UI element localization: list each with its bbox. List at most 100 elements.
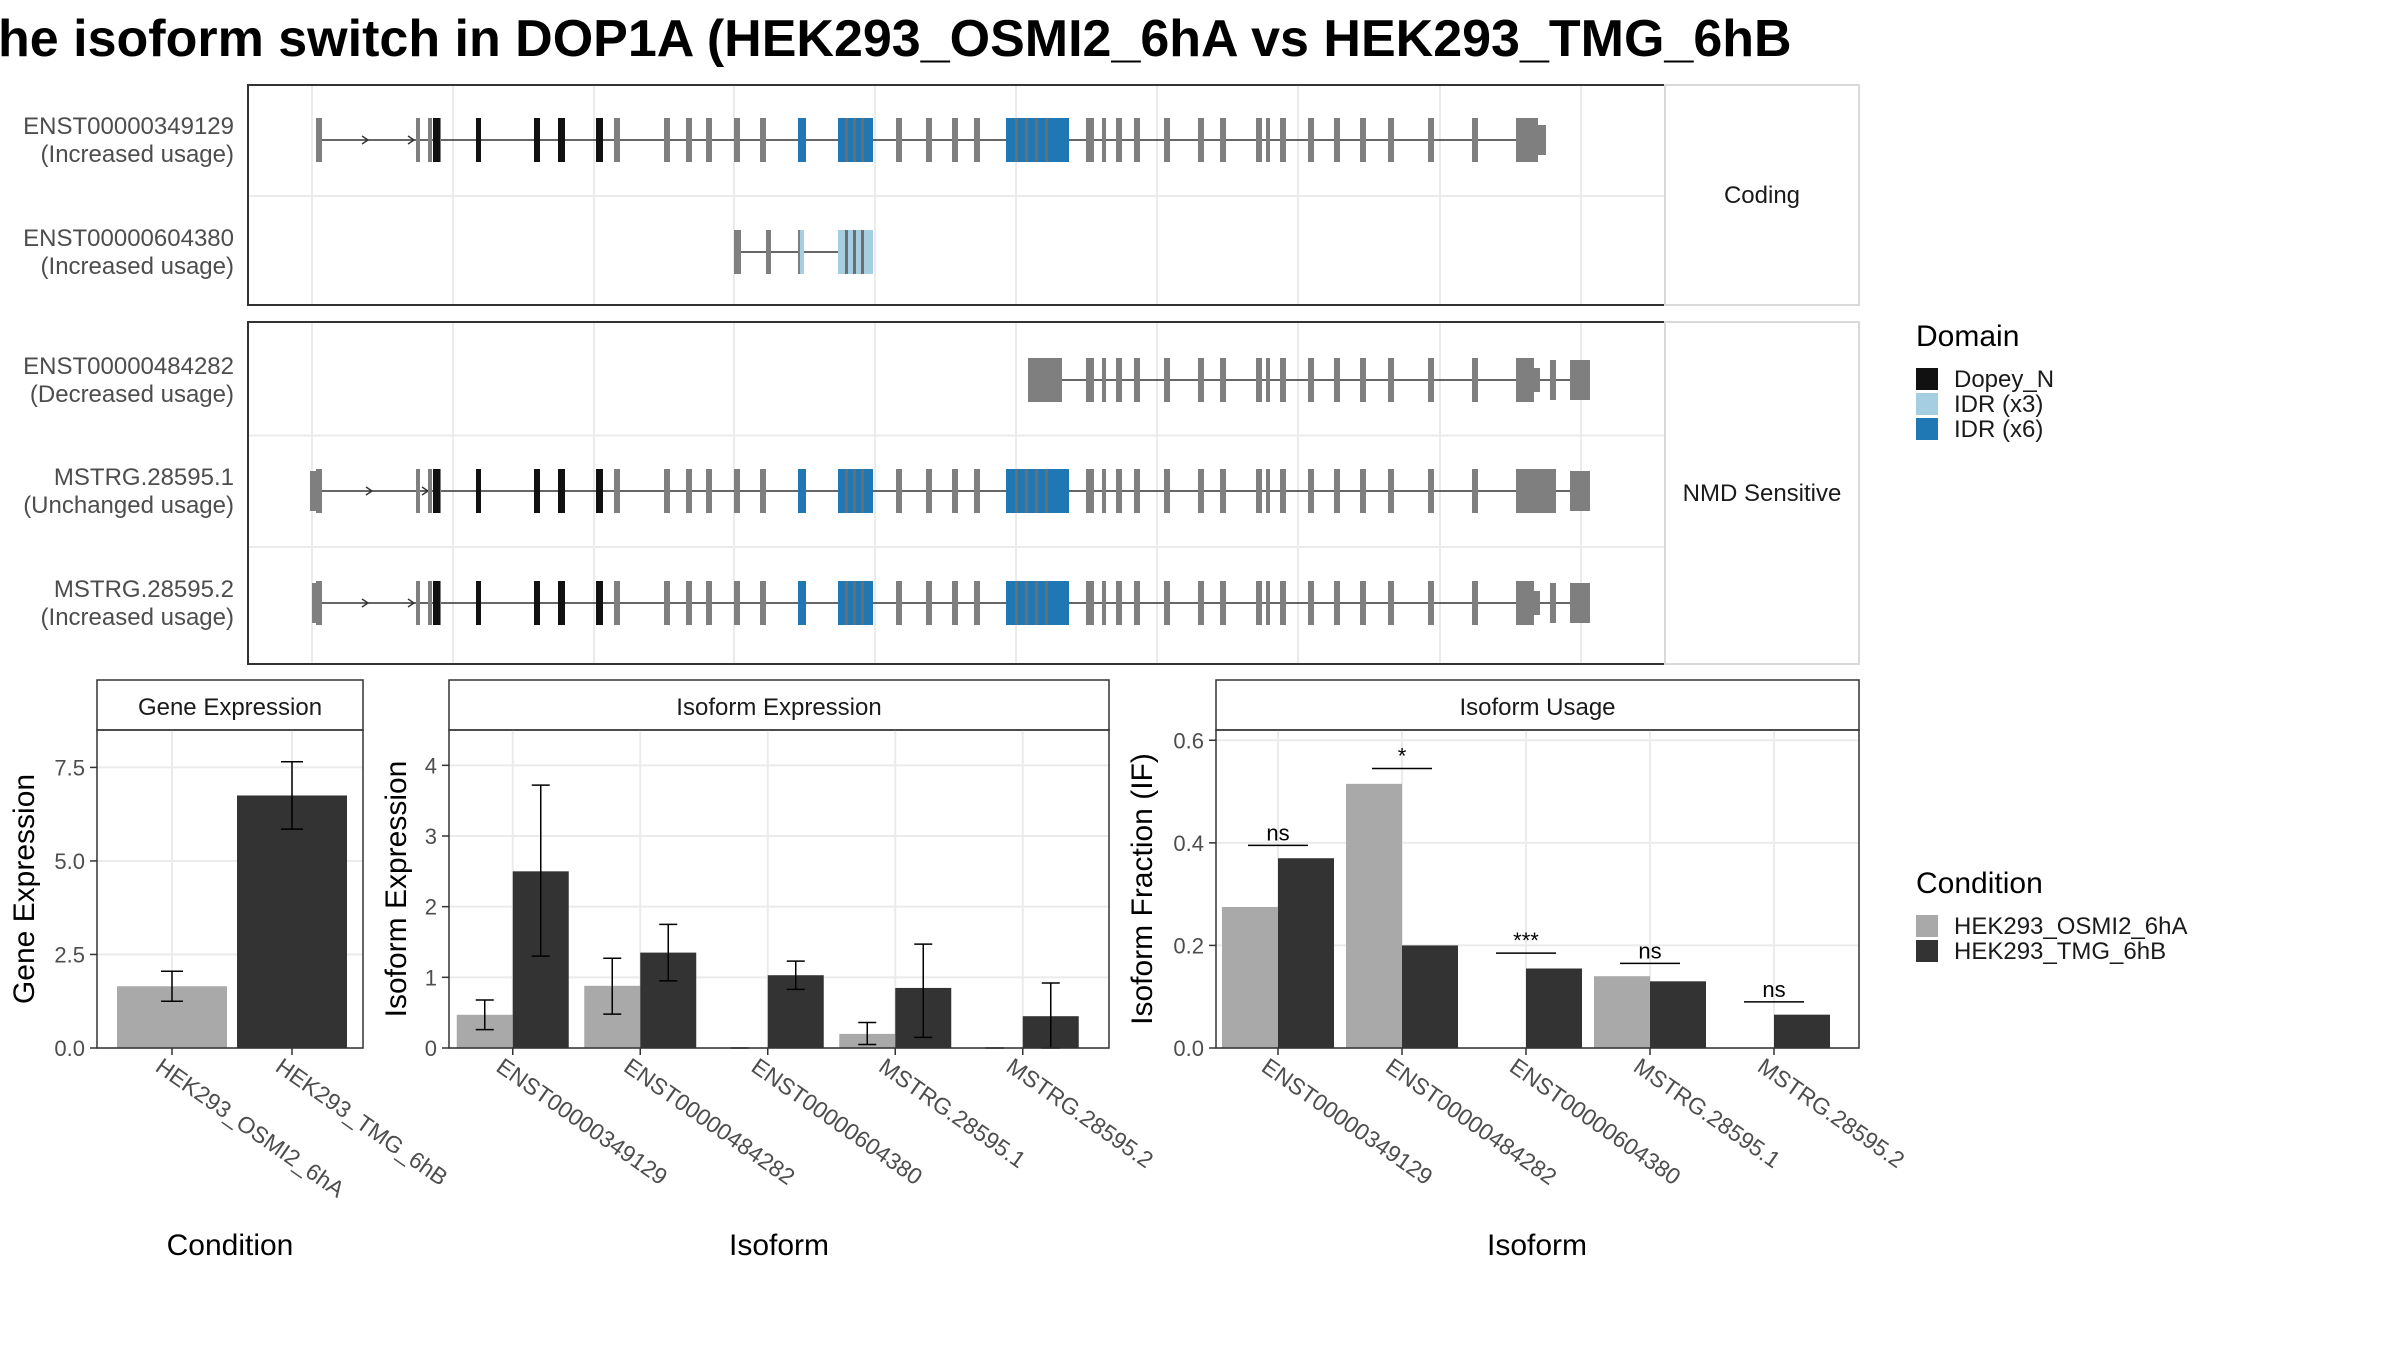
plot-border <box>448 729 1110 1049</box>
y-tick-label: 4 <box>425 753 437 778</box>
coding-exon <box>1164 469 1170 513</box>
coding-exon <box>316 581 322 625</box>
coding-exon <box>1280 469 1286 513</box>
x-tick-label: HEK293_OSMI2_6hA <box>151 1053 350 1203</box>
coding-exon <box>1086 581 1094 625</box>
legend-label: Dopey_N <box>1954 366 2054 393</box>
domain-dopey-n <box>534 118 540 162</box>
significance-label: ns <box>1638 938 1661 963</box>
domain-dopey-n <box>558 118 565 162</box>
coding-exon <box>1256 358 1262 402</box>
utr-exon <box>1516 469 1522 513</box>
bar <box>1278 858 1334 1048</box>
coding-exon <box>1388 358 1394 402</box>
coding-exon <box>614 469 620 513</box>
bar <box>1402 945 1458 1048</box>
coding-exon <box>1388 118 1394 162</box>
y-tick-label: 0.0 <box>54 1036 85 1061</box>
exon-boundary <box>861 118 864 162</box>
coding-exon <box>952 118 958 162</box>
x-axis-title: Condition <box>167 1229 294 1262</box>
coding-exon <box>1266 358 1270 402</box>
coding-exon <box>1280 581 1286 625</box>
utr-exon <box>1516 118 1538 162</box>
coding-exon <box>1388 469 1394 513</box>
significance-label: *** <box>1513 928 1539 953</box>
coding-exon <box>1472 358 1478 402</box>
coding-exon <box>952 469 958 513</box>
y-tick-label: 5.0 <box>54 849 85 874</box>
coding-exon <box>1360 581 1366 625</box>
coding-exon <box>686 118 692 162</box>
coding-exon <box>706 118 712 162</box>
coding-exon <box>1334 358 1340 402</box>
coding-exon <box>766 230 771 274</box>
bar <box>1774 1014 1830 1048</box>
domain-dopey-n <box>596 118 603 162</box>
exon-boundary <box>1025 118 1028 162</box>
coding-exon <box>686 581 692 625</box>
x-axis-title: Isoform <box>1487 1229 1587 1262</box>
coding-exon <box>1116 118 1122 162</box>
utr-exon <box>1570 471 1590 511</box>
coding-exon <box>1334 581 1340 625</box>
coding-exon <box>1256 469 1262 513</box>
domain-dopey-n <box>433 469 440 513</box>
coding-exon <box>974 118 980 162</box>
facet-label: NMD Sensitive <box>1683 480 1842 507</box>
y-tick-label: 0 <box>425 1036 437 1061</box>
coding-exon <box>1428 118 1434 162</box>
coding-exon <box>1334 118 1340 162</box>
bar <box>1222 906 1278 1048</box>
bar-chart-panel: Isoform Expression01234ENST00000349129EN… <box>380 679 1158 1262</box>
exon-boundary <box>845 118 848 162</box>
figure-title: he isoform switch in DOP1A (HEK293_OSMI2… <box>0 10 1792 68</box>
domain-dopey-n <box>558 581 565 625</box>
utr-exon <box>1538 125 1546 155</box>
coding-exon <box>1308 469 1314 513</box>
coding-exon <box>1220 358 1226 402</box>
bar <box>1594 976 1650 1048</box>
utr-exon <box>1028 358 1050 402</box>
legend-swatch <box>1916 940 1938 962</box>
coding-exon <box>896 469 902 513</box>
y-tick-label: 0.0 <box>1173 1036 1204 1061</box>
coding-exon <box>1472 581 1478 625</box>
coding-exon <box>706 469 712 513</box>
isoform-id-label: MSTRG.28595.1 <box>54 464 234 491</box>
plot-border <box>96 729 364 1049</box>
coding-exon <box>1134 581 1140 625</box>
coding-exon <box>1102 581 1106 625</box>
coding-exon <box>428 118 432 162</box>
exon-boundary <box>853 469 856 513</box>
coding-exon <box>926 118 932 162</box>
exon-boundary <box>1015 469 1018 513</box>
coding-exon <box>1220 581 1226 625</box>
exon-boundary <box>845 581 848 625</box>
domain-dopey-n <box>476 469 481 513</box>
coding-exon <box>1102 118 1106 162</box>
legend-swatch <box>1916 368 1938 390</box>
bar <box>237 795 347 1048</box>
coding-exon <box>896 581 902 625</box>
legend-title: Condition <box>1916 867 2043 900</box>
coding-exon <box>1086 358 1094 402</box>
isoform-usage-label: (Increased usage) <box>41 604 234 631</box>
coding-exon <box>664 469 670 513</box>
exon-boundary <box>1035 469 1038 513</box>
significance-label: ns <box>1266 820 1289 845</box>
coding-exon <box>1198 581 1204 625</box>
exon-boundary <box>1035 118 1038 162</box>
coding-exon <box>974 581 980 625</box>
coding-exon <box>1360 469 1366 513</box>
exon-boundary <box>1015 581 1018 625</box>
utr-exon <box>1516 581 1534 625</box>
legend-swatch <box>1916 393 1938 415</box>
isoform-usage-label: (Decreased usage) <box>30 381 234 408</box>
direction-arrow <box>407 135 416 145</box>
coding-exon <box>1266 118 1270 162</box>
domain-dopey-n <box>476 581 481 625</box>
legend-label: HEK293_TMG_6hB <box>1954 938 2166 965</box>
coding-exon <box>760 469 766 513</box>
exon-boundary <box>861 469 864 513</box>
